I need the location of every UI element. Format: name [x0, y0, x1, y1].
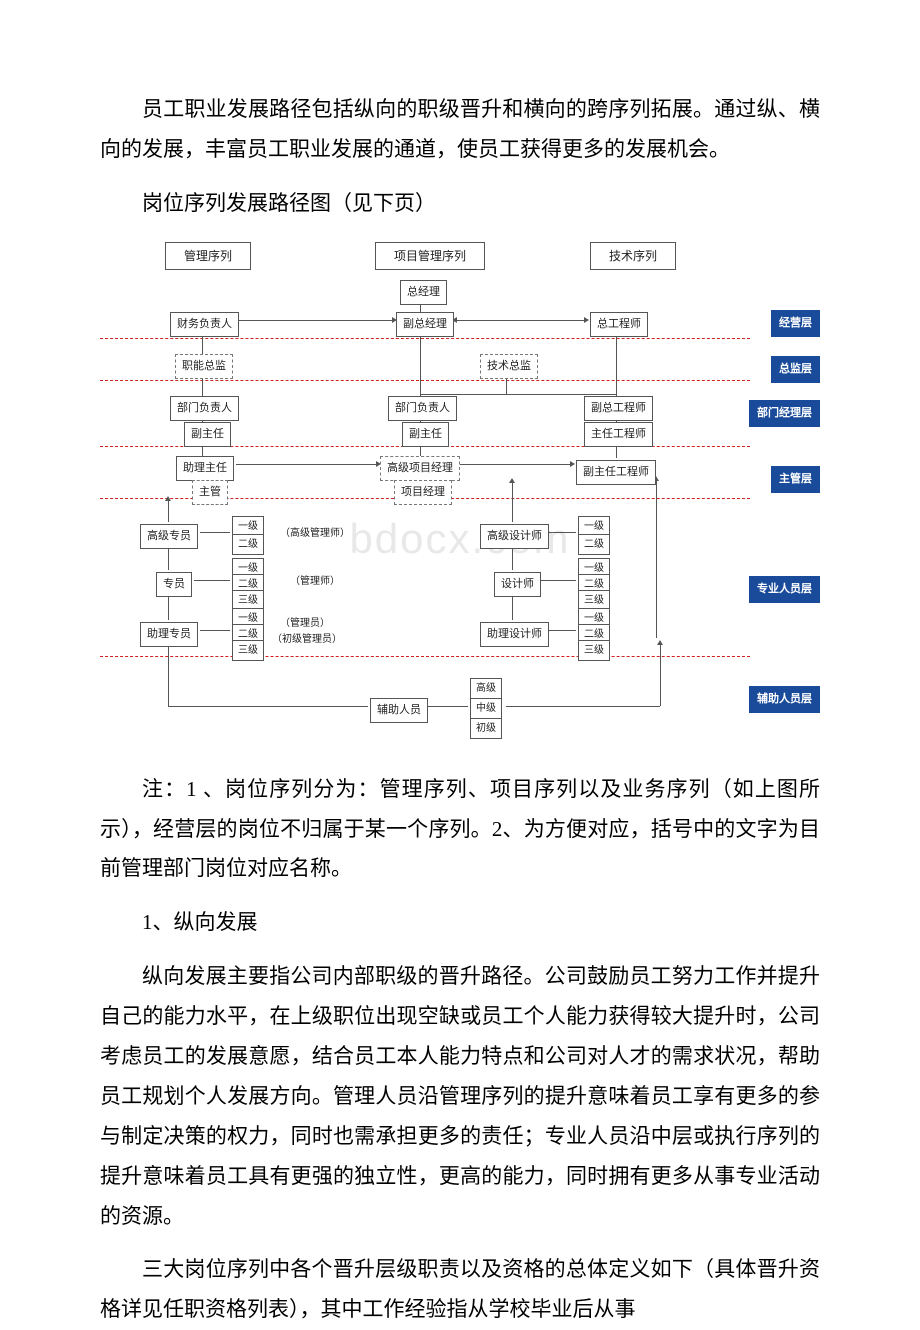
node-ades-lv3: 三级: [578, 640, 610, 661]
header-project: 项目管理序列: [375, 242, 485, 271]
divider-1: [100, 338, 750, 339]
node-dcengr: 副总工程师: [584, 396, 653, 421]
node-aux-hi: 高级: [470, 678, 502, 699]
conn: [616, 330, 617, 396]
node-srspec-lv2: 二级: [232, 534, 264, 555]
arrow: [584, 317, 589, 323]
node-cengr: 总工程师: [590, 312, 648, 337]
node-srpm: 高级项目经理: [380, 456, 460, 481]
node-aux: 辅助人员: [370, 698, 428, 723]
node-gm: 总经理: [400, 280, 447, 305]
node-srdes-lv2: 二级: [578, 534, 610, 555]
node-pm: 项目经理: [394, 480, 452, 505]
divider-2: [100, 380, 750, 381]
layer-tag-2: 总监层: [771, 356, 820, 383]
annot-a1: （高级管理师）: [280, 524, 350, 543]
conn: [200, 532, 230, 533]
layer-tag-5: 专业人员层: [749, 576, 820, 603]
node-des: 设计师: [494, 572, 541, 597]
conn: [168, 498, 169, 522]
arrow: [657, 640, 663, 645]
conn: [456, 320, 586, 321]
layer-tag-3: 部门经理层: [749, 400, 820, 427]
arrow: [570, 461, 575, 467]
conn: [420, 394, 616, 395]
node-tdir: 技术总监: [480, 354, 538, 379]
node-fdir: 职能总监: [175, 354, 233, 379]
node-vdir2: 副主任: [402, 422, 449, 447]
header-tech: 技术序列: [590, 242, 676, 271]
conn: [660, 642, 661, 706]
conn: [194, 580, 230, 581]
layer-tag-1: 经营层: [771, 310, 820, 337]
conn: [236, 464, 378, 465]
conn: [656, 478, 657, 638]
paragraph-3: 注：1 、岗位序列分为：管理序列、项目序列以及业务序列（如上图所示），经营层的岗…: [100, 770, 820, 890]
conn: [200, 630, 230, 631]
node-dgm: 副总经理: [396, 312, 454, 337]
paragraph-5: 纵向发展主要指公司内部职级的晋升路径。公司鼓励员工努力工作并提升自己的能力水平，…: [100, 957, 820, 1236]
node-aspec-lv3: 三级: [232, 640, 264, 661]
node-chfengr: 主任工程师: [584, 422, 653, 447]
conn: [546, 532, 576, 533]
node-sup: 主管: [192, 480, 228, 505]
node-asstdir: 助理主任: [176, 456, 234, 481]
career-path-diagram: bdocx.com 管理序列 项目管理序列 技术序列 经营层 总监层 部门经理层…: [100, 238, 820, 758]
divider-5: [100, 656, 750, 657]
node-aux-lo: 初级: [470, 718, 502, 739]
node-aux-mid: 中级: [470, 698, 502, 719]
conn: [460, 464, 572, 465]
node-spec: 专员: [156, 572, 192, 597]
node-srspec: 高级专员: [140, 524, 198, 549]
node-dept2: 部门负责人: [388, 396, 457, 421]
conn: [168, 706, 368, 707]
paragraph-1: 员工职业发展路径包括纵向的职级晋升和横向的跨序列拓展。通过纵、横向的发展，丰富员…: [100, 90, 820, 170]
node-srdes: 高级设计师: [480, 524, 549, 549]
conn: [506, 706, 660, 707]
conn: [426, 706, 468, 707]
paragraph-6: 三大岗位序列中各个晋升层级职责以及资格的总体定义如下（具体晋升资格详见任职资格列…: [100, 1250, 820, 1330]
node-fin: 财务负责人: [170, 312, 239, 337]
header-management: 管理序列: [165, 242, 251, 271]
arrow: [509, 478, 515, 483]
annot-a4: （初级管理员）: [272, 630, 342, 649]
node-vcengr: 副主任工程师: [576, 460, 656, 485]
node-dept1: 部门负责人: [170, 396, 239, 421]
node-vdir1: 副主任: [184, 422, 231, 447]
conn: [546, 630, 576, 631]
conn: [168, 642, 169, 706]
layer-tag-4: 主管层: [771, 466, 820, 493]
conn: [420, 330, 421, 396]
paragraph-2: 岗位序列发展路径图（见下页）: [100, 184, 820, 224]
conn: [238, 320, 394, 321]
conn: [512, 480, 513, 522]
arrow: [165, 496, 171, 501]
node-aspec: 助理专员: [140, 622, 198, 647]
paragraph-4: 1、纵向发展: [100, 903, 820, 943]
layer-tag-6: 辅助人员层: [749, 686, 820, 713]
annot-a2: （管理师）: [290, 572, 340, 591]
conn: [538, 580, 576, 581]
node-ades: 助理设计师: [480, 622, 549, 647]
